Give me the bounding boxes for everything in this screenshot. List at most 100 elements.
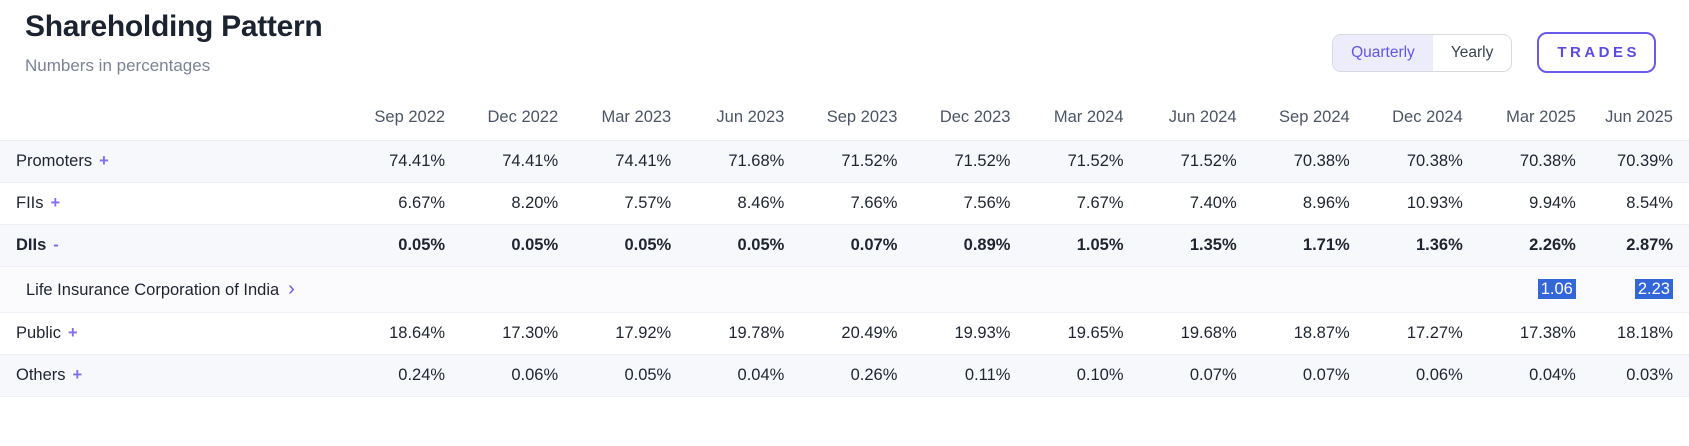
value-cell: 0.04%: [737, 366, 785, 384]
value-cell: 0.07%: [850, 236, 898, 254]
section-header: Shareholding Pattern Numbers in percenta…: [0, 0, 1689, 76]
value-cell: 10.93%: [1406, 194, 1463, 212]
value-cell: 71.52%: [841, 152, 898, 170]
row-label-text: Promoters: [16, 152, 93, 170]
value-cell: 18.18%: [1617, 324, 1673, 342]
title-block: Shareholding Pattern Numbers in percenta…: [25, 8, 323, 76]
value-cell: 1.05%: [1076, 236, 1124, 254]
value-cell: 70.39%: [1617, 152, 1673, 170]
table-row-diis: DIIs - 0.05% 0.05% 0.05% 0.05% 0.07% 0.89% 1.05%…: [0, 224, 1689, 267]
value-cell: 74.41%: [615, 152, 672, 170]
shareholding-table: Sep 2022 Dec 2022 Mar 2023 Jun 2023 Sep 2023…: [0, 100, 1689, 397]
value-cell: 2.23: [1576, 267, 1689, 313]
table-row-public: Public +18.64% 17.30% 17.92% 19.78% 20.49% 19.…: [0, 312, 1689, 355]
value-cell: 9.94%: [1529, 194, 1576, 212]
value-cell: 70.38%: [1406, 152, 1463, 170]
value-cell: 0.07%: [1302, 366, 1350, 384]
expand-icon[interactable]: +: [99, 152, 109, 170]
row-label-text: Life Insurance Corporation of India: [26, 281, 280, 299]
value-cell: 1.35%: [1189, 236, 1237, 254]
column-header: Jun 2024: [1168, 108, 1237, 126]
row-label-diis[interactable]: DIIs -: [0, 225, 332, 267]
value-cell: 0.04%: [1529, 366, 1576, 384]
row-label-text: FIIs: [16, 194, 44, 212]
table-row-promoters: Promoters +74.41% 74.41% 74.41% 71.68% 71.52%…: [0, 140, 1689, 183]
value-cell: 7.67%: [1076, 194, 1124, 212]
value-cell: 1.71%: [1302, 236, 1350, 254]
table-row-lic: Life Insurance Corporation of India › 1.06…: [0, 266, 1689, 313]
value-cell: 19.93%: [954, 324, 1011, 342]
row-header-spacer: [0, 100, 332, 141]
selected-value: 2.23: [1634, 279, 1673, 299]
value-cell: [897, 267, 1010, 313]
row-label-promoters[interactable]: Promoters +: [0, 141, 332, 183]
value-cell: 7.56%: [963, 194, 1011, 212]
value-cell: 0.06%: [1415, 366, 1463, 384]
value-cell: 71.52%: [954, 152, 1011, 170]
row-label-text: Others: [16, 366, 66, 384]
value-cell: 0.26%: [850, 366, 898, 384]
row-label-public[interactable]: Public +: [0, 313, 332, 355]
column-header: Sep 2023: [826, 108, 898, 126]
value-cell: 19.78%: [728, 324, 785, 342]
row-label-text: DIIs: [16, 236, 47, 254]
period-toggle: Quarterly Yearly: [1332, 33, 1513, 72]
table-header-row: Sep 2022 Dec 2022 Mar 2023 Jun 2023 Sep 2023…: [0, 100, 1689, 141]
value-cell: [1124, 267, 1237, 313]
column-header: Jun 2025: [1605, 108, 1673, 126]
value-cell: 71.52%: [1067, 152, 1124, 170]
value-cell: 0.05%: [511, 236, 559, 254]
value-cell: 8.96%: [1302, 194, 1350, 212]
row-label-lic[interactable]: Life Insurance Corporation of India ›: [0, 267, 332, 313]
row-label-others[interactable]: Others +: [0, 355, 332, 397]
collapse-icon[interactable]: -: [53, 236, 59, 254]
value-cell: [1010, 267, 1123, 313]
column-header: Mar 2023: [601, 108, 672, 126]
trades-button[interactable]: TRADES: [1537, 32, 1656, 73]
value-cell: 17.27%: [1406, 324, 1463, 342]
value-cell: 0.05%: [624, 366, 672, 384]
value-cell: 0.06%: [511, 366, 559, 384]
column-header: Dec 2023: [939, 108, 1011, 126]
row-label-fiis[interactable]: FIIs +: [0, 183, 332, 225]
column-header: Mar 2025: [1506, 108, 1576, 126]
value-cell: [671, 267, 784, 313]
chevron-right-icon[interactable]: ›: [288, 278, 295, 300]
value-cell: 6.67%: [398, 194, 446, 212]
column-header: Dec 2022: [487, 108, 559, 126]
value-cell: 8.20%: [511, 194, 559, 212]
value-cell: 2.26%: [1529, 236, 1576, 254]
expand-icon[interactable]: +: [72, 366, 83, 384]
value-cell: 0.05%: [398, 236, 446, 254]
value-cell: 8.46%: [737, 194, 785, 212]
value-cell: 17.38%: [1519, 324, 1576, 342]
value-cell: 19.68%: [1180, 324, 1237, 342]
expand-icon[interactable]: +: [50, 194, 61, 212]
value-cell: [1237, 267, 1350, 313]
value-cell: 71.52%: [1180, 152, 1237, 170]
value-cell: 0.10%: [1076, 366, 1124, 384]
value-cell: 19.65%: [1067, 324, 1124, 342]
value-cell: 0.05%: [624, 236, 672, 254]
tab-quarterly[interactable]: Quarterly: [1333, 34, 1433, 71]
expand-icon[interactable]: +: [67, 324, 78, 342]
value-cell: 0.03%: [1626, 366, 1673, 384]
tab-yearly[interactable]: Yearly: [1432, 34, 1512, 71]
column-header: Sep 2024: [1279, 108, 1350, 126]
value-cell: 7.66%: [850, 194, 898, 212]
value-cell: 20.49%: [841, 324, 898, 342]
table-row-others: Others +0.24% 0.06% 0.05% 0.04% 0.26% 0.11% 0.1…: [0, 354, 1689, 397]
row-label-text: Public: [16, 324, 61, 342]
value-cell: 74.41%: [389, 152, 446, 170]
value-cell: 70.38%: [1519, 152, 1576, 170]
value-cell: 0.24%: [398, 366, 446, 384]
page-title: Shareholding Pattern: [25, 10, 323, 43]
header-controls: Quarterly Yearly TRADES: [1332, 32, 1656, 73]
value-cell: 0.07%: [1189, 366, 1237, 384]
value-cell: 0.05%: [737, 236, 785, 254]
value-cell: 7.40%: [1189, 194, 1237, 212]
value-cell: 0.89%: [963, 236, 1011, 254]
value-cell: 2.87%: [1626, 236, 1673, 254]
column-header: Jun 2023: [716, 108, 785, 126]
value-cell: 1.06: [1463, 267, 1576, 313]
